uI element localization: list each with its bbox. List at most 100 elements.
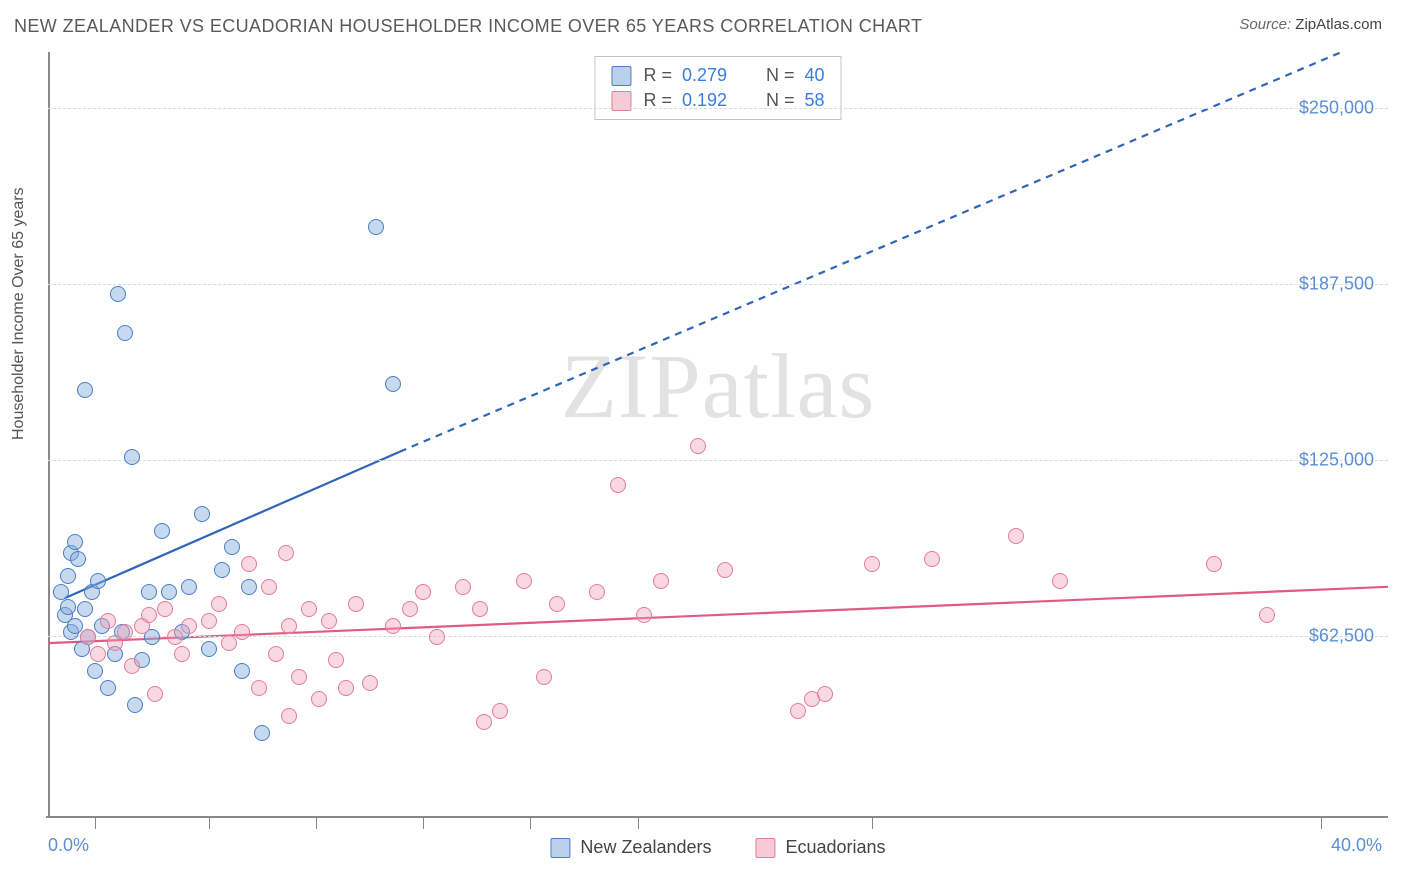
scatter-point-ecuadorians <box>157 601 173 617</box>
y-axis-line <box>48 52 50 818</box>
x-tick <box>423 818 424 829</box>
x-axis-line <box>46 816 1388 818</box>
y-tick-label: $187,500 <box>1299 274 1374 295</box>
watermark: ZIPatlas <box>561 333 876 439</box>
y-axis-label: Householder Income Over 65 years <box>10 187 28 440</box>
scatter-point-new_zealanders <box>127 697 143 713</box>
scatter-point-ecuadorians <box>472 601 488 617</box>
scatter-point-new_zealanders <box>385 376 401 392</box>
y-tick-label: $125,000 <box>1299 450 1374 471</box>
scatter-point-ecuadorians <box>790 703 806 719</box>
x-axis-min-label: 0.0% <box>48 835 89 856</box>
scatter-point-ecuadorians <box>864 556 880 572</box>
scatter-point-new_zealanders <box>67 618 83 634</box>
x-axis-max-label: 40.0% <box>1331 835 1382 856</box>
legend-label-nz: New Zealanders <box>580 837 711 858</box>
scatter-point-ecuadorians <box>429 629 445 645</box>
scatter-point-ecuadorians <box>549 596 565 612</box>
scatter-point-ecuadorians <box>492 703 508 719</box>
gridline <box>48 460 1388 461</box>
scatter-point-ecuadorians <box>321 613 337 629</box>
scatter-point-new_zealanders <box>241 579 257 595</box>
scatter-point-new_zealanders <box>254 725 270 741</box>
scatter-point-ecuadorians <box>338 680 354 696</box>
x-tick <box>1321 818 1322 829</box>
scatter-point-new_zealanders <box>60 599 76 615</box>
scatter-point-ecuadorians <box>362 675 378 691</box>
scatter-point-new_zealanders <box>60 568 76 584</box>
scatter-point-ecuadorians <box>268 646 284 662</box>
scatter-point-ecuadorians <box>100 613 116 629</box>
swatch-pink-icon <box>755 838 775 858</box>
source-label: Source: <box>1239 16 1291 33</box>
scatter-point-ecuadorians <box>291 669 307 685</box>
scatter-point-ecuadorians <box>241 556 257 572</box>
chart-source: Source: ZipAtlas.com <box>1239 16 1382 33</box>
scatter-point-ecuadorians <box>90 646 106 662</box>
scatter-point-ecuadorians <box>167 629 183 645</box>
scatter-point-new_zealanders <box>368 219 384 235</box>
scatter-point-ecuadorians <box>311 691 327 707</box>
scatter-point-ecuadorians <box>516 573 532 589</box>
scatter-point-new_zealanders <box>90 573 106 589</box>
trend-lines <box>48 52 1388 812</box>
x-tick <box>95 818 96 829</box>
scatter-point-ecuadorians <box>328 652 344 668</box>
gridline <box>48 284 1388 285</box>
scatter-point-new_zealanders <box>67 534 83 550</box>
scatter-point-new_zealanders <box>161 584 177 600</box>
scatter-point-new_zealanders <box>124 449 140 465</box>
scatter-point-ecuadorians <box>1259 607 1275 623</box>
watermark-thin: atlas <box>702 335 876 437</box>
scatter-point-ecuadorians <box>147 686 163 702</box>
legend-series: New Zealanders Ecuadorians <box>550 837 885 858</box>
scatter-point-ecuadorians <box>348 596 364 612</box>
x-tick <box>209 818 210 829</box>
scatter-point-ecuadorians <box>281 708 297 724</box>
scatter-point-ecuadorians <box>141 607 157 623</box>
legend-item-nz: New Zealanders <box>550 837 711 858</box>
scatter-point-new_zealanders <box>110 286 126 302</box>
scatter-point-ecuadorians <box>1008 528 1024 544</box>
scatter-point-ecuadorians <box>817 686 833 702</box>
scatter-point-ecuadorians <box>536 669 552 685</box>
scatter-point-ecuadorians <box>251 680 267 696</box>
scatter-point-new_zealanders <box>100 680 116 696</box>
n-label: N = <box>766 65 795 86</box>
scatter-point-ecuadorians <box>653 573 669 589</box>
scatter-point-ecuadorians <box>281 618 297 634</box>
scatter-point-new_zealanders <box>70 551 86 567</box>
scatter-point-ecuadorians <box>201 613 217 629</box>
scatter-point-ecuadorians <box>234 624 250 640</box>
scatter-point-ecuadorians <box>124 658 140 674</box>
scatter-point-new_zealanders <box>201 641 217 657</box>
source-value: ZipAtlas.com <box>1295 16 1382 33</box>
scatter-point-ecuadorians <box>924 551 940 567</box>
scatter-point-new_zealanders <box>77 601 93 617</box>
scatter-point-ecuadorians <box>385 618 401 634</box>
scatter-point-new_zealanders <box>87 663 103 679</box>
scatter-point-new_zealanders <box>214 562 230 578</box>
scatter-point-ecuadorians <box>181 618 197 634</box>
scatter-point-ecuadorians <box>80 629 96 645</box>
scatter-point-ecuadorians <box>610 477 626 493</box>
legend-row-nz: R = 0.279 N = 40 <box>611 63 824 88</box>
legend-label-ec: Ecuadorians <box>785 837 885 858</box>
scatter-point-ecuadorians <box>261 579 277 595</box>
scatter-point-ecuadorians <box>415 584 431 600</box>
scatter-point-ecuadorians <box>476 714 492 730</box>
r-value-nz: 0.279 <box>682 65 744 86</box>
scatter-point-new_zealanders <box>117 325 133 341</box>
x-tick <box>530 818 531 829</box>
scatter-point-ecuadorians <box>211 596 227 612</box>
scatter-point-ecuadorians <box>301 601 317 617</box>
scatter-point-new_zealanders <box>154 523 170 539</box>
scatter-point-ecuadorians <box>174 646 190 662</box>
n-value-nz: 40 <box>805 65 825 86</box>
plot-area: ZIPatlas R = 0.279 N = 40 R = 0.192 N = … <box>48 52 1388 812</box>
chart-container: NEW ZEALANDER VS ECUADORIAN HOUSEHOLDER … <box>0 0 1406 892</box>
x-tick <box>872 818 873 829</box>
scatter-point-new_zealanders <box>181 579 197 595</box>
scatter-point-ecuadorians <box>402 601 418 617</box>
scatter-point-ecuadorians <box>278 545 294 561</box>
